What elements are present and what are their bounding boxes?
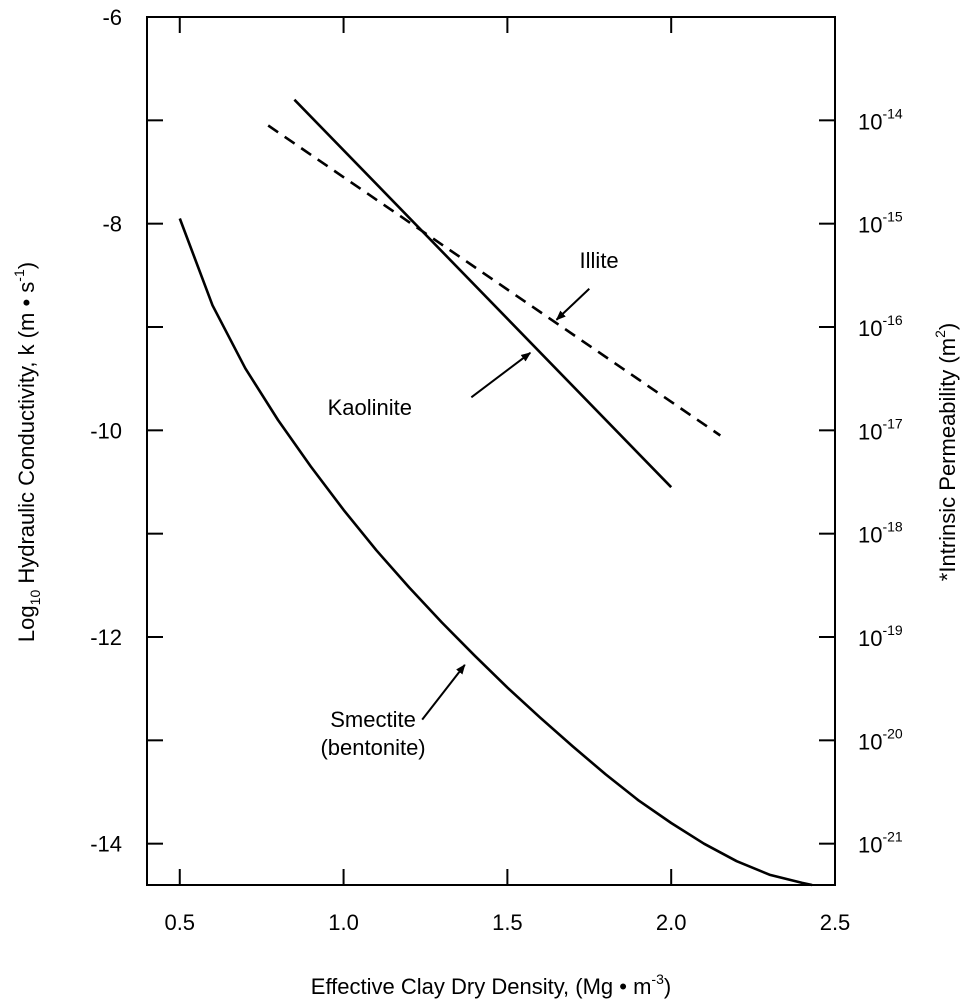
right-tick-label: 10-14 [858, 105, 903, 134]
y-axis-title-sup: -1 [11, 269, 27, 282]
right-axis-title-close: ) [935, 323, 960, 330]
x-axis-title: Effective Clay Dry Density, (Mg • m-3) [311, 971, 671, 999]
x-axis-title-close: ) [664, 974, 671, 999]
right-tick-label: 10-17 [858, 415, 903, 444]
x-tick-label: 1.5 [492, 910, 523, 935]
right-axis-title-main: *Intrinsic Permeability (m [935, 338, 960, 581]
right-tick-label: 10-15 [858, 209, 903, 238]
series-label: Smectite (bentonite) [320, 707, 425, 760]
series-line-smectite-bentonite [178, 218, 813, 887]
annotation-arrow [421, 664, 466, 721]
series-line-illite [267, 124, 722, 437]
y-axis-title-sub: 10 [27, 590, 43, 606]
y-tick-label: -12 [90, 625, 122, 650]
right-tick-label: 10-21 [858, 829, 903, 858]
series-label: Kaolinite [328, 395, 412, 420]
plot-frame [146, 16, 836, 886]
right-axis-title: *Intrinsic Permeability (m2) [932, 323, 960, 581]
ticks: 0.5 1.0 1.5 2.0 2.5 -6 -8 -10 -12 -14 10-14 10-15 10… [90, 5, 903, 935]
x-axis-title-sup: -3 [651, 971, 664, 987]
x-tick-label: 0.5 [164, 910, 195, 935]
x-tick-label: 2.0 [656, 910, 687, 935]
right-axis-title-sup: 2 [932, 330, 948, 338]
right-tick-label: 10-18 [858, 519, 903, 548]
y-tick-label: -6 [102, 5, 122, 30]
y-tick-label: -10 [90, 418, 122, 443]
y-axis-title: Log10 Hydraulic Conductivity, k (m • s-1… [11, 262, 43, 642]
series-line-kaolinite [293, 98, 673, 489]
right-tick-label: 10-20 [858, 725, 903, 754]
x-axis-title-main: Effective Clay Dry Density, (Mg • m [311, 974, 652, 999]
annotation-arrow [555, 288, 590, 321]
right-tick-label: 10-19 [858, 622, 903, 651]
annotations: Illite Kaolinite Smectite (bentonite) [320, 248, 618, 760]
y-tick-label: -8 [102, 212, 122, 237]
y-axis-title-pre: Log [14, 605, 39, 642]
x-tick-label: 2.5 [820, 910, 851, 935]
series-label: Illite [580, 248, 619, 273]
series [178, 98, 813, 887]
annotation-arrow [470, 352, 532, 399]
y-axis-title-mid: Hydraulic Conductivity, k (m • s [14, 282, 39, 590]
right-tick-label: 10-16 [858, 312, 903, 341]
x-tick-label: 1.0 [328, 910, 359, 935]
y-tick-label: -14 [90, 832, 122, 857]
y-axis-title-close: ) [14, 262, 39, 269]
